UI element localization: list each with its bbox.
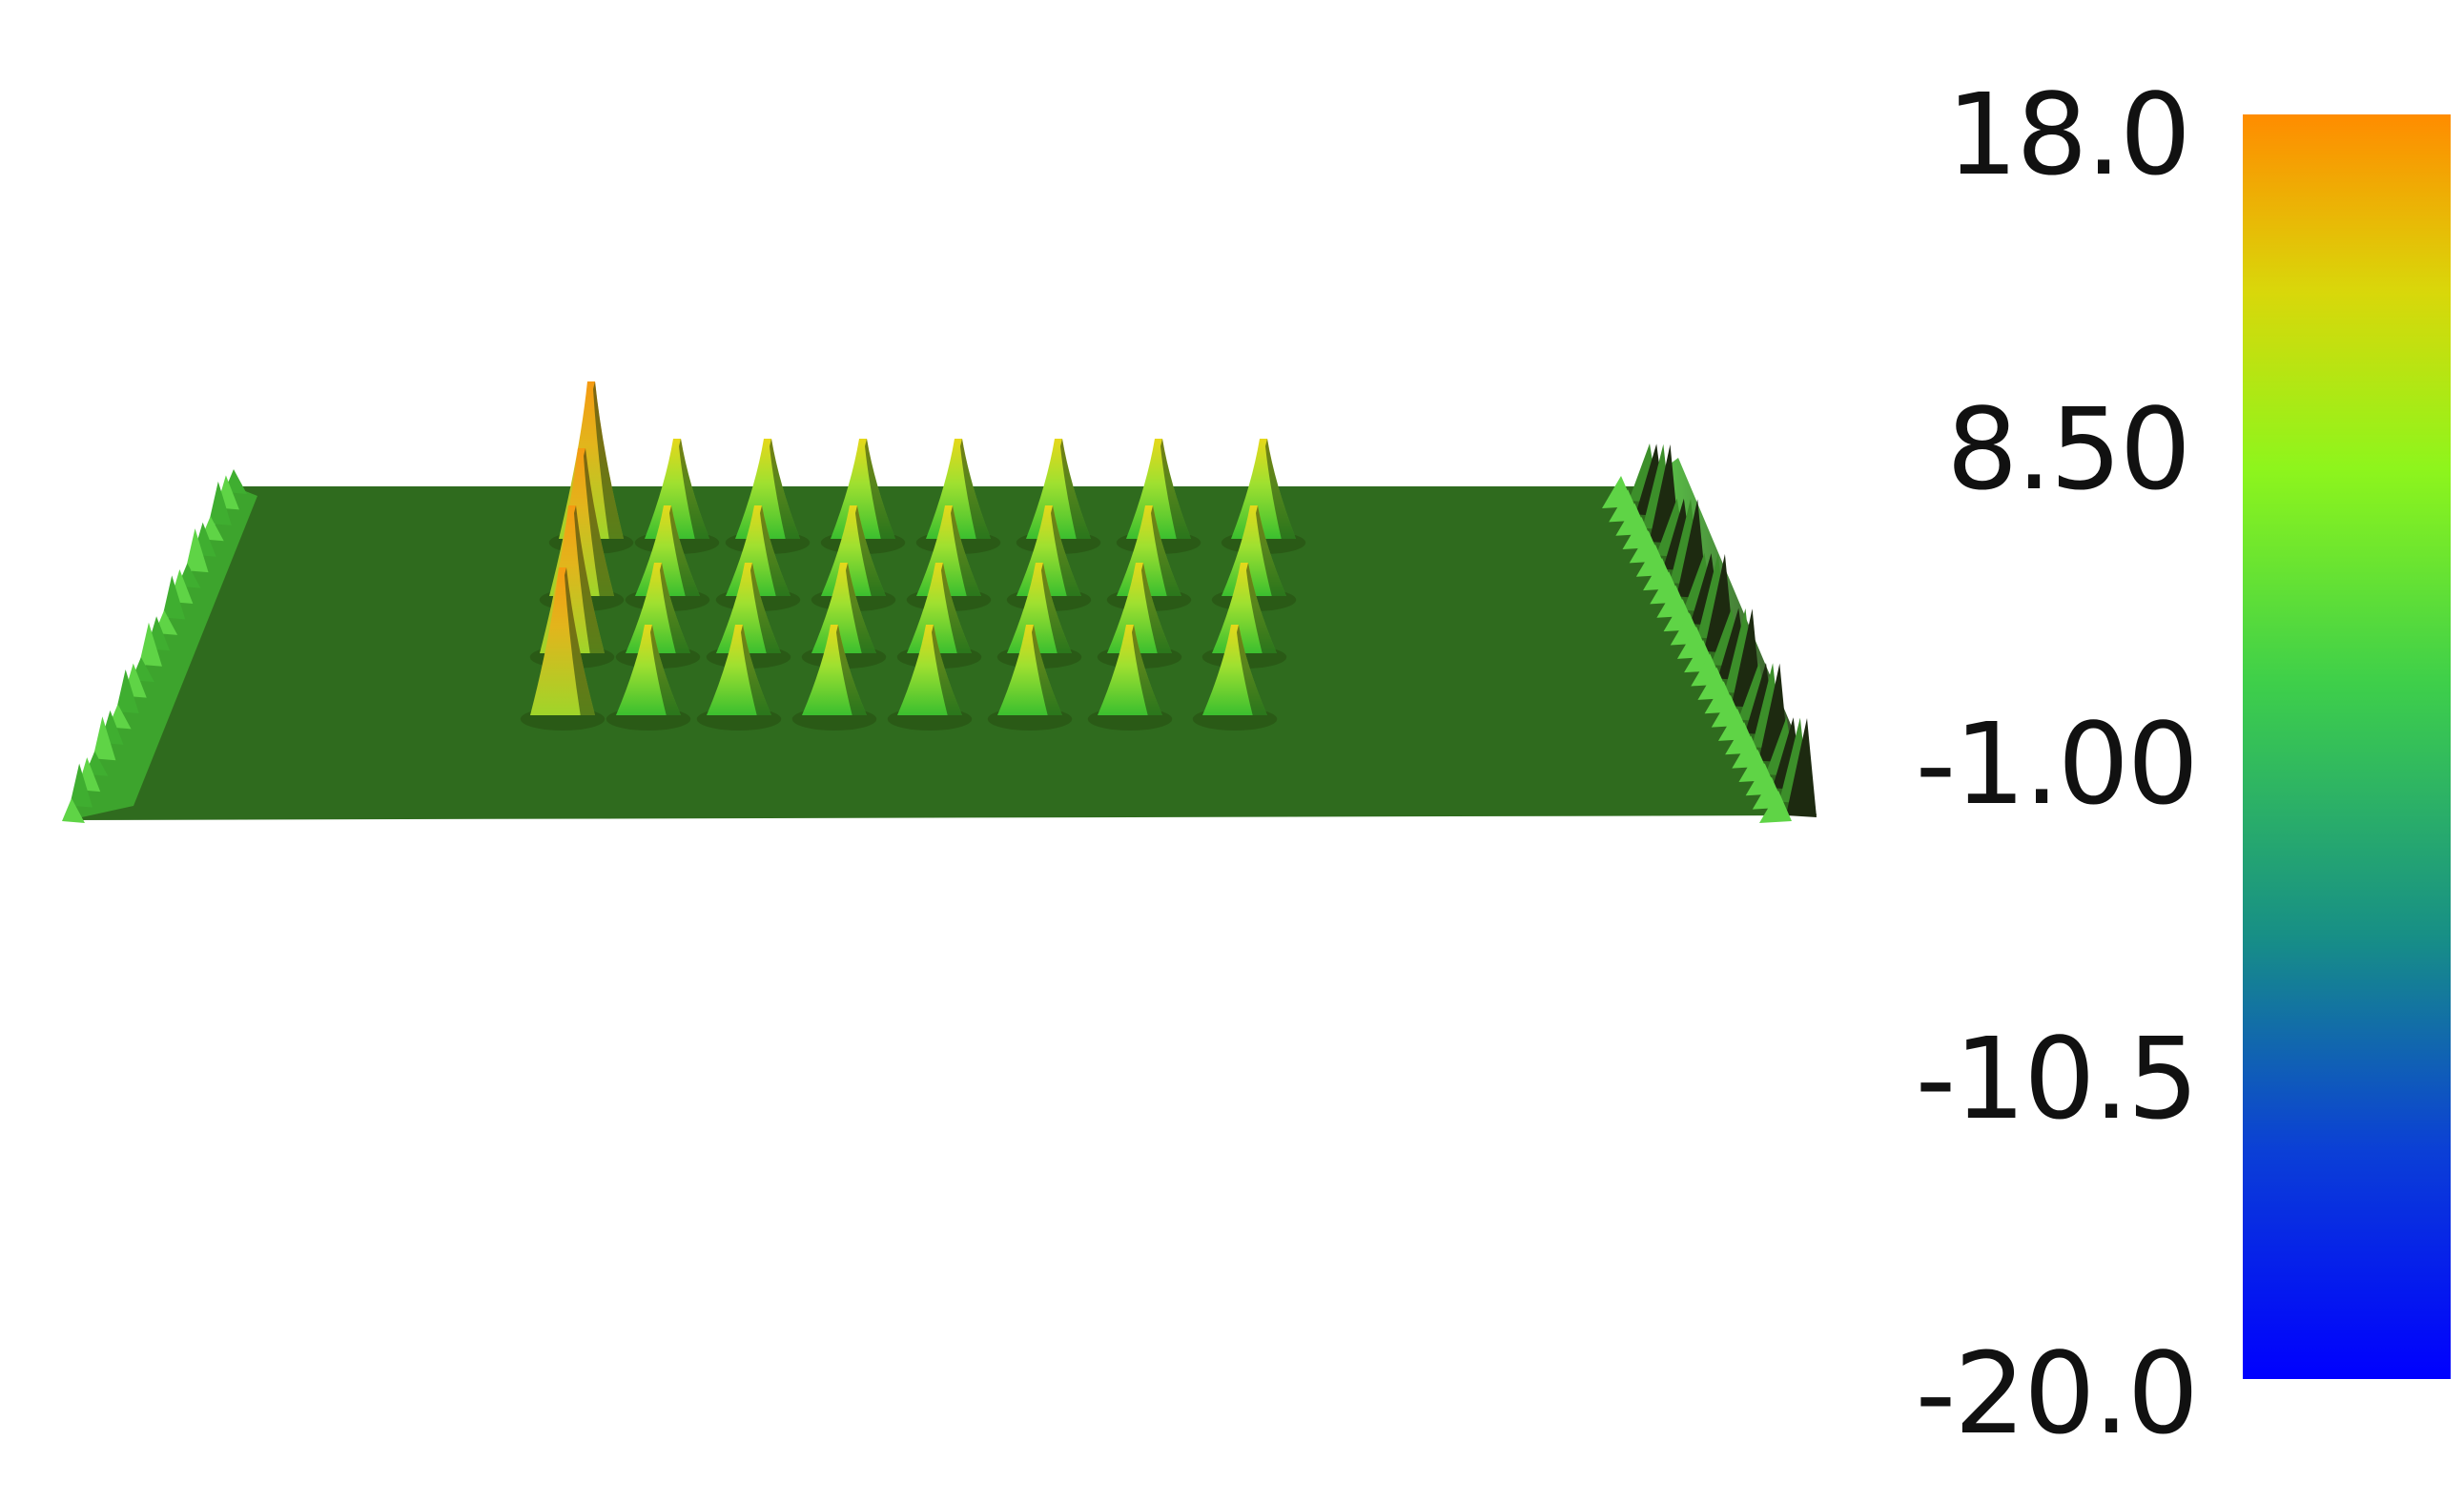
peak-shadow: [941, 563, 972, 653]
peak-shadow: [650, 625, 681, 715]
ridge-spike: [185, 528, 209, 573]
peak-shadow: [1051, 505, 1081, 596]
peak-shadow: [1060, 439, 1091, 539]
peak-shadow: [855, 505, 886, 596]
peak-shadow: [836, 625, 867, 715]
peak-shadow: [1041, 563, 1072, 653]
colorbar-label-0: 18.0: [1946, 69, 2191, 200]
ridge-spike: [208, 481, 232, 525]
ridge-spike: [92, 716, 116, 761]
peak-shadow: [750, 563, 781, 653]
peak-shadow: [660, 563, 690, 653]
peak-shadow: [565, 567, 595, 715]
peak-shadow: [1151, 505, 1181, 596]
colorbar-label-2: -1.00: [1915, 698, 2199, 830]
peak-shadow: [960, 439, 991, 539]
peak-shadow: [932, 625, 962, 715]
ridge-spike: [70, 763, 93, 808]
ridge-spike: [1786, 718, 1817, 817]
colorbar-label-4: -20.0: [1915, 1328, 2199, 1459]
ridge-spike: [162, 575, 186, 620]
peak-shadow: [574, 505, 605, 653]
peak-shadow: [1246, 563, 1277, 653]
peak-shadow: [1237, 625, 1267, 715]
colorbar: [2243, 114, 2451, 1379]
peak-shadow: [741, 625, 771, 715]
peak-shadow: [951, 505, 981, 596]
peak-shadow: [679, 439, 709, 539]
peak-shadow: [770, 439, 800, 539]
colorbar-label-3: -10.5: [1915, 1013, 2199, 1144]
peak-shadow: [1141, 563, 1172, 653]
peak-shadow: [669, 505, 700, 596]
peak-shadow: [865, 439, 895, 539]
ridge-spike: [115, 669, 139, 713]
peak-shadow: [1160, 439, 1191, 539]
ridge-spike: [138, 622, 162, 667]
peak-shadow: [1256, 505, 1286, 596]
ridge-spike: [62, 798, 85, 823]
peak-shadow: [593, 381, 624, 539]
colorbar-label-1: 8.50: [1946, 383, 2191, 515]
peak-shadow: [1265, 439, 1296, 539]
peak-shadow: [1132, 625, 1162, 715]
peak-shadow: [760, 505, 791, 596]
peak-shadow: [584, 448, 614, 596]
peak-shadow: [846, 563, 876, 653]
ridge-spike: [1759, 791, 1792, 823]
peak-shadow: [1032, 625, 1062, 715]
